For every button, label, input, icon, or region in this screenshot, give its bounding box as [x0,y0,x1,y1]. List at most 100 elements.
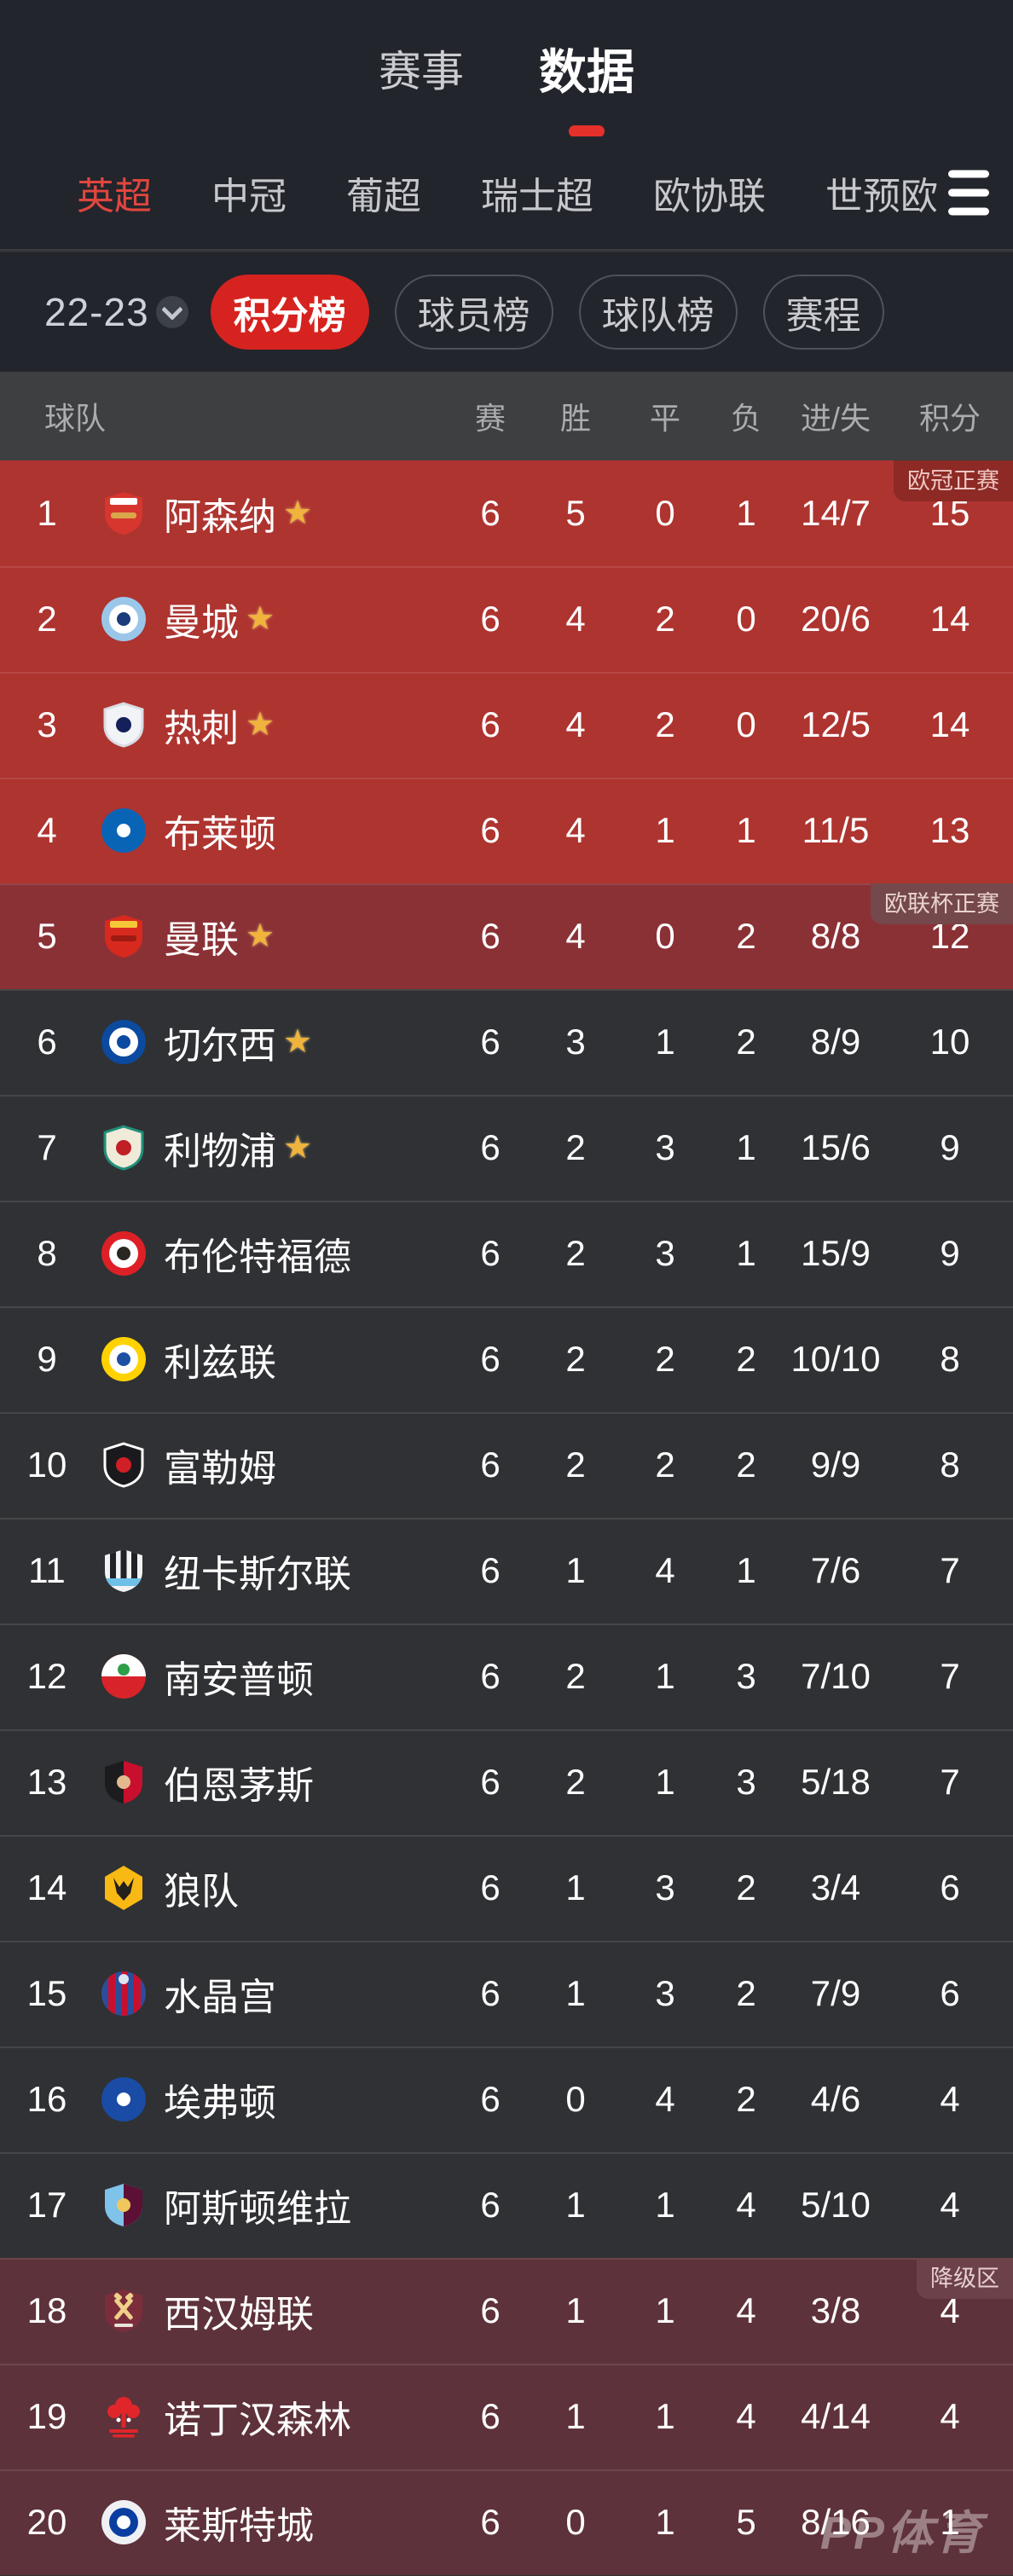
stat-played: 6 [480,1973,501,2013]
stat-loss: 1 [736,1550,756,1590]
stat-draw: 1 [655,2396,675,2436]
filter-pill-球员榜[interactable]: 球员榜 [394,275,553,350]
table-row[interactable]: 11 纽卡斯尔联 6 1 4 1 7/6 7 [0,1518,1013,1624]
team-logo-利物浦 [99,1123,148,1172]
stat-played: 6 [480,2079,501,2119]
stat-loss: 4 [736,2396,756,2436]
team-logo-利兹联 [99,1334,148,1384]
rank: 10 [26,1444,67,1485]
stat-goals: 12/5 [801,704,871,744]
stat-draw: 0 [655,916,675,956]
stat-win: 4 [565,810,586,850]
team-logo-富勒姆 [99,1440,148,1490]
team-name: 西汉姆联 [164,2294,314,2336]
team-name: 布莱顿 [164,813,276,855]
stat-goals: 7/10 [801,1656,871,1696]
table-row[interactable]: 13 伯恩茅斯 6 2 1 3 5/18 7 [0,1729,1013,1835]
rank: 8 [37,1233,57,1273]
stat-draw: 0 [655,493,675,533]
table-row[interactable]: 6 切尔西 ★ 6 3 1 2 8/9 10 [0,989,1013,1095]
team-name: 阿斯顿维拉 [164,2188,351,2230]
league-tab-世预欧[interactable]: 世预欧 [825,176,938,217]
stat-played: 6 [480,1550,501,1590]
stat-loss: 2 [736,1444,756,1485]
stat-draw: 1 [655,2185,675,2225]
stat-win: 0 [565,2502,586,2542]
star-icon: ★ [283,1130,313,1166]
filter-pill-赛程[interactable]: 赛程 [762,275,884,350]
team-name: 富勒姆 [164,1448,276,1490]
league-tab-瑞士超[interactable]: 瑞士超 [481,176,593,217]
rank: 13 [26,1762,67,1802]
table-row[interactable]: 2 曼城 ★ 6 4 2 0 20/6 14 [0,566,1013,672]
team-logo-伯恩茅斯 [99,1757,148,1807]
stat-goals: 8/8 [810,916,861,956]
table-row[interactable]: 18 西汉姆联 6 1 1 4 3/8 4 降级区 [0,2258,1013,2364]
table-header: 球队 赛 胜 平 负 进/失 积分 [0,372,1013,460]
stat-loss: 1 [736,810,756,850]
stat-draw: 2 [655,1339,675,1379]
stat-goals: 4/14 [801,2396,871,2436]
team-name: 热刺 [164,708,239,750]
league-tab-欧协联[interactable]: 欧协联 [653,176,766,217]
team-logo-布莱顿 [99,806,148,855]
table-row[interactable]: 19 诺丁汉森林 6 1 1 4 4/14 4 [0,2364,1013,2469]
table-row[interactable]: 10 富勒姆 6 2 2 2 9/9 8 [0,1412,1013,1518]
stat-goals: 10/10 [790,1339,881,1379]
table-row[interactable]: 20 莱斯特城 6 0 1 5 8/16 1 [0,2469,1013,2575]
league-tab-葡超[interactable]: 葡超 [346,176,421,217]
stat-goals: 7/6 [810,1550,861,1590]
standings-table: 1 阿森纳 ★ 6 5 0 1 14/7 15 欧冠正赛 2 曼城 ★ 6 4 … [0,460,1013,2576]
table-row[interactable]: 7 利物浦 ★ 6 2 3 1 15/6 9 [0,1095,1013,1201]
team-name: 布伦特福德 [164,1236,351,1278]
league-tab-中冠[interactable]: 中冠 [211,176,287,217]
stat-points: 10 [929,1022,970,1062]
top-tab-赛事[interactable]: 赛事 [379,38,464,99]
table-row[interactable]: 5 曼联 ★ 6 4 0 2 8/8 12 欧联杯正赛 [0,883,1013,989]
table-row[interactable]: 1 阿森纳 ★ 6 5 0 1 14/7 15 欧冠正赛 [0,460,1013,566]
stat-played: 6 [480,2396,501,2436]
stat-loss: 1 [736,1127,756,1167]
stat-win: 4 [565,704,586,744]
team-name: 伯恩茅斯 [164,1765,314,1807]
table-row[interactable]: 3 热刺 ★ 6 4 2 0 12/5 14 [0,672,1013,778]
table-row[interactable]: 9 利兹联 6 2 2 2 10/10 8 [0,1306,1013,1412]
stat-played: 6 [480,1444,501,1485]
top-tab-数据[interactable]: 数据 [539,34,634,137]
team-logo-水晶宫 [99,1969,148,2018]
team-logo-阿森纳 [99,489,148,538]
stat-played: 6 [480,1656,501,1696]
stat-draw: 1 [655,2290,675,2330]
rank: 6 [37,1022,57,1062]
rank: 16 [26,2079,67,2119]
stat-win: 5 [565,493,586,533]
stat-win: 2 [565,1127,586,1167]
table-row[interactable]: 17 阿斯顿维拉 6 1 1 4 5/10 4 [0,2152,1013,2258]
table-row[interactable]: 16 埃弗顿 6 0 4 2 4/6 4 [0,2046,1013,2152]
team-name: 阿森纳 [164,496,276,538]
table-row[interactable]: 8 布伦特福德 6 2 3 1 15/9 9 [0,1201,1013,1306]
star-icon: ★ [246,601,275,637]
stat-loss: 5 [736,2502,756,2542]
team-name: 曼联 [164,919,239,961]
hamburger-menu-icon[interactable] [943,165,994,221]
stat-draw: 3 [655,1127,675,1167]
league-tab-英超[interactable]: 英超 [77,176,152,217]
rank: 11 [28,1550,66,1590]
stat-draw: 1 [655,1762,675,1802]
stat-draw: 1 [655,1022,675,1062]
table-row[interactable]: 14 狼队 6 1 3 2 3/4 6 [0,1835,1013,1941]
rank: 5 [37,916,57,956]
table-row[interactable]: 4 布莱顿 6 4 1 1 11/5 13 [0,778,1013,883]
stat-draw: 2 [655,1444,675,1485]
filter-pill-积分榜[interactable]: 积分榜 [210,275,369,350]
stat-played: 6 [480,810,501,850]
team-name: 纽卡斯尔联 [164,1554,351,1595]
stat-loss: 3 [736,1656,756,1696]
filter-pill-球队榜[interactable]: 球队榜 [578,275,738,350]
stat-points: 14 [929,704,970,744]
stat-win: 4 [565,599,586,639]
table-row[interactable]: 12 南安普顿 6 2 1 3 7/10 7 [0,1624,1013,1729]
season-selector[interactable]: 22-23 [44,289,188,335]
table-row[interactable]: 15 水晶宫 6 1 3 2 7/9 6 [0,1941,1013,2046]
